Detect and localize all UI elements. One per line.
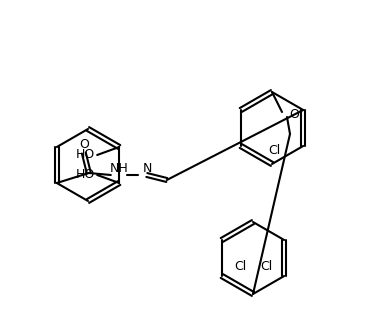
Text: N: N bbox=[143, 161, 152, 175]
Text: HO: HO bbox=[76, 169, 95, 181]
Text: Cl: Cl bbox=[234, 259, 246, 273]
Text: HO: HO bbox=[76, 149, 95, 161]
Text: O: O bbox=[289, 107, 299, 121]
Text: NH: NH bbox=[109, 161, 128, 175]
Text: O: O bbox=[79, 138, 89, 151]
Text: Cl: Cl bbox=[268, 144, 280, 158]
Text: Cl: Cl bbox=[260, 259, 272, 273]
